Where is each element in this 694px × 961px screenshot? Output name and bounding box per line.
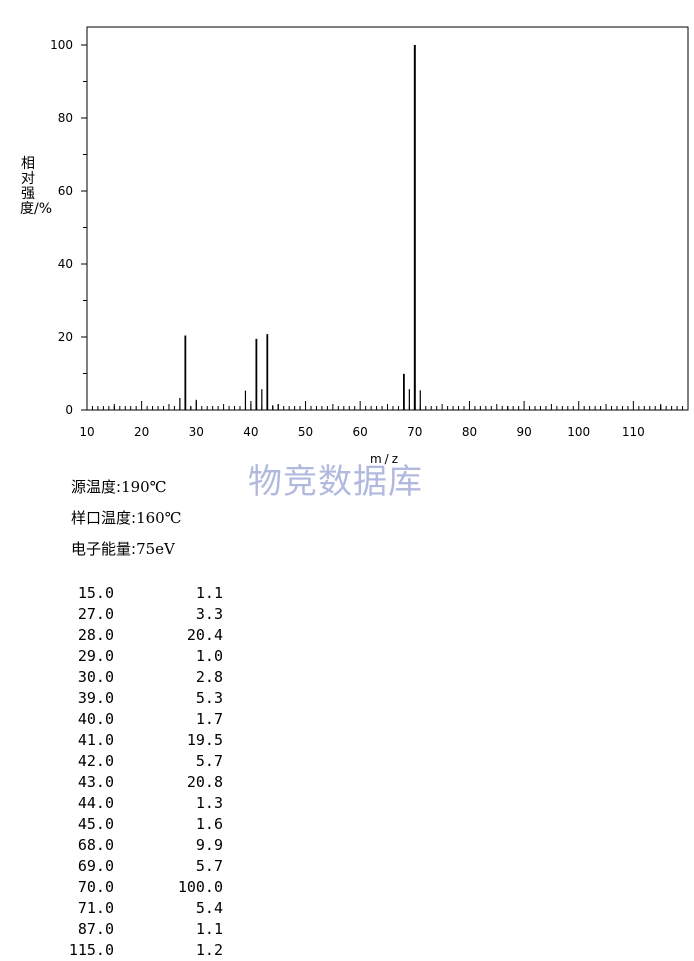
plot-frame [86,26,689,411]
peak-intensity: 19.5 [186,731,223,749]
watermark: 物竞数据库 [248,462,423,502]
peak-intensity: 20.8 [186,773,223,791]
peak-mz: 29.0 [77,647,114,665]
peak-row: 43.0 20.8 [58,772,223,793]
peak-mz: 28.0 [77,626,114,644]
peak-intensity: 9.9 [195,836,223,854]
y-tick-label: 60 [58,184,73,198]
peak-mz: 27.0 [77,605,114,623]
peak-intensity: 5.7 [195,857,223,875]
peak-mz: 15.0 [77,584,114,602]
peak-mz: 71.0 [77,899,114,917]
peak-intensity: 3.3 [195,605,223,623]
peak-intensity: 1.7 [195,710,223,728]
peak-intensity: 20.4 [186,626,223,644]
peak-intensity: 1.6 [195,815,223,833]
peak-intensity: 1.3 [195,794,223,812]
peak-row: 68.0 9.9 [58,835,223,856]
peak-intensity: 1.1 [195,584,223,602]
x-tick-label: 20 [134,425,149,439]
peak-row: 15.0 1.1 [58,583,223,604]
peak-row: 30.0 2.8 [58,667,223,688]
param-label: 源温度: [71,478,122,496]
peak-row: 40.0 1.7 [58,709,223,730]
y-tick-label: 20 [58,330,73,344]
x-tick-label: 110 [622,425,645,439]
x-tick-label: 80 [462,425,477,439]
param-label: 电子能量: [71,540,137,558]
x-tick-label: 60 [353,425,368,439]
peak-intensity: 5.4 [195,899,223,917]
peak-mz: 115.0 [68,941,114,959]
peak-mz: 30.0 [77,668,114,686]
peak-row: 41.0 19.5 [58,730,223,751]
x-tick-label: 40 [243,425,258,439]
peak-intensity: 100.0 [177,878,223,896]
peak-row: 29.0 1.0 [58,646,223,667]
param-label: 样口温度: [71,509,137,527]
peak-list: 15.0 1.1 27.0 3.3 28.0 20.4 29.0 1.0 30.0 2.8 39.0… [58,583,223,961]
x-tick-label: 30 [189,425,204,439]
mass-spectrum-chart: 10 20 30 40 50 60 70 80 90 100 110 0 20 40 60 80 100 m/z [50,26,689,466]
peak-mz: 87.0 [77,920,114,938]
peak-mz: 69.0 [77,857,114,875]
param-value: 75eV [136,540,175,558]
peak-intensity: 5.3 [195,689,223,707]
peak-mz: 45.0 [77,815,114,833]
param-source-temp: 源温度:190℃ [71,477,181,508]
peak-intensity: 1.2 [195,941,223,959]
peak-row: 39.0 5.3 [58,688,223,709]
peak-intensity: 1.1 [195,920,223,938]
peak-mz: 43.0 [77,773,114,791]
x-tick-label: 50 [298,425,313,439]
peak-intensity: 1.0 [195,647,223,665]
x-tick-label: 10 [79,425,94,439]
peak-mz: 41.0 [77,731,114,749]
peak-row: 27.0 3.3 [58,604,223,625]
param-value: 190℃ [121,478,167,496]
peak-intensity: 2.8 [195,668,223,686]
peak-row: 115.0 1.2 [58,940,223,961]
y-tick-label: 100 [50,38,73,52]
y-tick-label: 0 [65,403,73,417]
peak-row: 70.0 100.0 [58,877,223,898]
peak-mz: 68.0 [77,836,114,854]
y-tick-label: 40 [58,257,73,271]
peak-mz: 44.0 [77,794,114,812]
peak-mz: 70.0 [77,878,114,896]
param-inlet-temp: 样口温度:160℃ [71,508,181,539]
peak-row: 28.0 20.4 [58,625,223,646]
x-tick-label: 100 [567,425,590,439]
x-axis-label: m/z [370,452,401,466]
y-axis-label: 相对强度/% [20,156,53,217]
y-tick-label: 80 [58,111,73,125]
peak-mz: 40.0 [77,710,114,728]
peak-intensity: 5.7 [195,752,223,770]
peak-mz: 42.0 [77,752,114,770]
x-tick-label: 70 [407,425,422,439]
peak-row: 45.0 1.6 [58,814,223,835]
param-electron-energy: 电子能量:75eV [71,539,181,570]
param-value: 160℃ [136,509,182,527]
peak-row: 44.0 1.3 [58,793,223,814]
peak-mz: 39.0 [77,689,114,707]
peak-row: 69.0 5.7 [58,856,223,877]
x-tick-label: 90 [516,425,531,439]
peak-row: 87.0 1.1 [58,919,223,940]
peak-row: 71.0 5.4 [58,898,223,919]
peak-row: 42.0 5.7 [58,751,223,772]
instrument-params: 源温度:190℃ 样口温度:160℃ 电子能量:75eV [71,477,181,570]
